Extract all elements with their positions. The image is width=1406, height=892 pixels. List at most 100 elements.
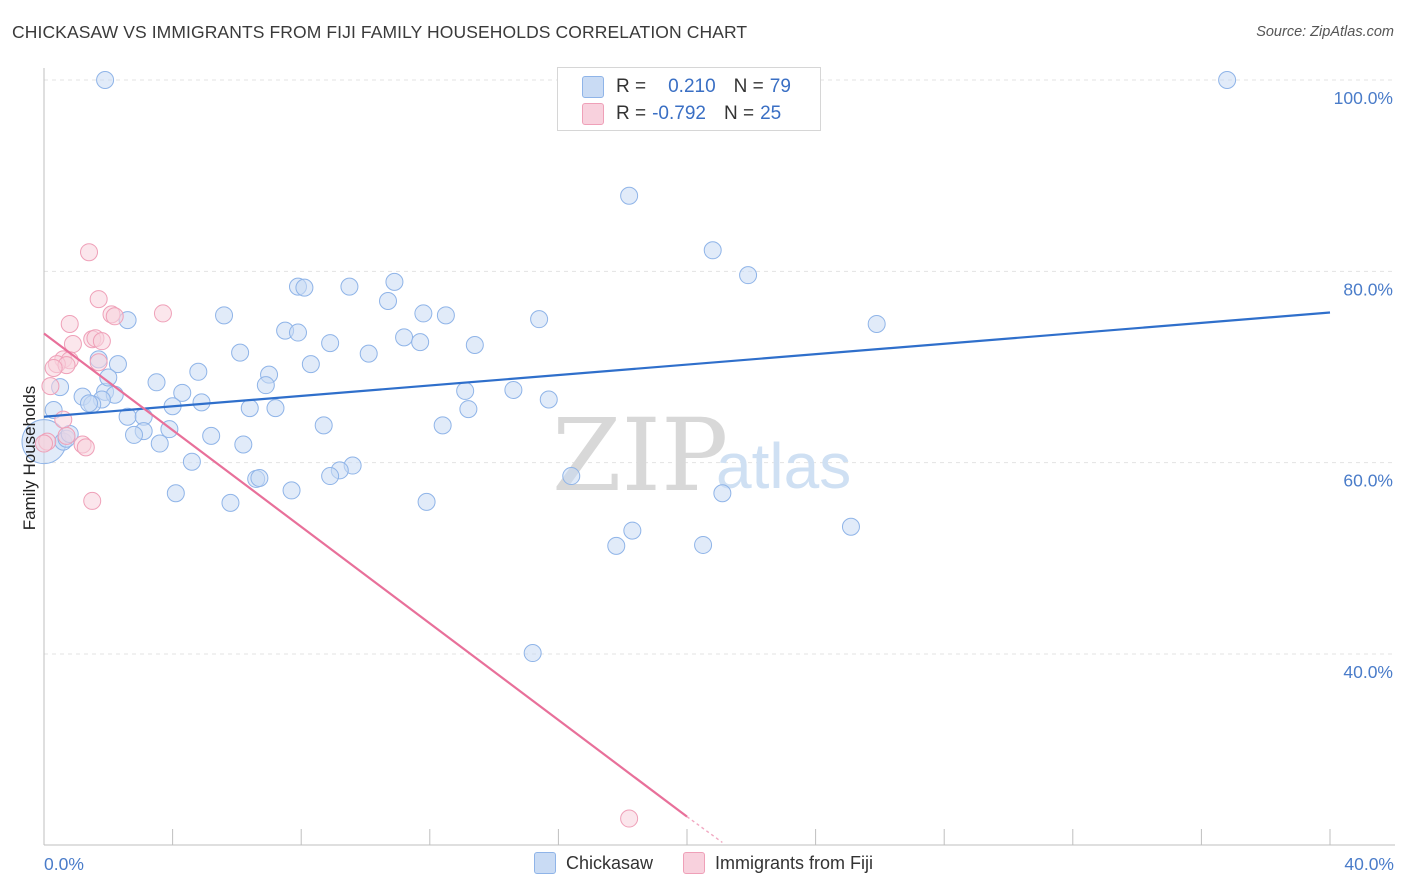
fiji-point — [620, 809, 639, 828]
fiji-point — [60, 314, 79, 333]
chickasaw-point — [703, 241, 722, 260]
series-legend: Chickasaw Immigrants from Fiji — [534, 852, 903, 874]
chickasaw-point — [321, 334, 340, 353]
series-label-fiji: Immigrants from Fiji — [715, 852, 874, 873]
chickasaw-point — [417, 492, 436, 511]
chickasaw-trend-line — [43, 311, 1331, 418]
legend-swatch-chickasaw — [582, 76, 604, 98]
legend-n-value: 79 — [769, 76, 791, 97]
chickasaw-point — [459, 400, 478, 419]
chickasaw-point — [314, 416, 333, 435]
chickasaw-point — [562, 467, 581, 486]
legend-r-label: R = — [616, 103, 647, 124]
chickasaw-point — [379, 291, 398, 310]
chickasaw-point — [256, 376, 275, 395]
y-tick-label: 80.0% — [1343, 279, 1393, 299]
chickasaw-point — [411, 333, 430, 352]
chickasaw-point — [189, 362, 208, 381]
fiji-point — [76, 438, 95, 457]
fiji-point — [92, 332, 111, 351]
chickasaw-point — [231, 343, 250, 362]
chickasaw-point — [1218, 71, 1237, 89]
chickasaw-point — [150, 434, 169, 453]
series-legend-fiji[interactable]: Immigrants from Fiji — [683, 852, 873, 874]
chickasaw-point — [240, 399, 259, 418]
chickasaw-point — [96, 71, 115, 89]
chickasaw-point — [456, 381, 475, 400]
y-tick-label: 60.0% — [1343, 471, 1393, 491]
chickasaw-point — [221, 493, 240, 512]
fiji-point — [89, 353, 108, 372]
series-label-chickasaw: Chickasaw — [566, 852, 654, 873]
chickasaw-point — [125, 425, 144, 444]
chickasaw-point — [282, 481, 301, 500]
chickasaw-point — [359, 344, 378, 363]
y-tick-labels: 100.0% 80.0% 60.0% 40.0% — [1334, 88, 1393, 682]
fiji-point — [153, 304, 172, 323]
chickasaw-point — [215, 306, 234, 325]
trend-lines — [43, 311, 1331, 844]
chickasaw-point — [266, 399, 285, 418]
fiji-trend-extension — [686, 816, 723, 844]
chickasaw-point — [620, 186, 639, 205]
chickasaw-point — [433, 416, 452, 435]
y-tick-label: 40.0% — [1343, 662, 1393, 682]
fiji-trend-line — [43, 332, 688, 818]
fiji-point — [41, 377, 60, 396]
chickasaw-point — [99, 368, 118, 387]
legend-r-label: R = — [616, 76, 647, 97]
series-swatch-chickasaw — [534, 852, 556, 874]
chickasaw-point — [340, 277, 359, 296]
fiji-point — [80, 243, 99, 262]
watermark-atlas: atlas — [716, 430, 851, 502]
legend-n-label: N = — [723, 103, 755, 124]
legend-swatch-fiji — [582, 103, 604, 125]
x-tick-label: 0.0% — [44, 854, 84, 874]
chickasaw-point — [607, 536, 626, 555]
chickasaw-point — [504, 380, 523, 399]
legend-r-value: 0.210 — [668, 76, 716, 97]
chickasaw-point — [867, 314, 886, 333]
y-tick-label: 100.0% — [1334, 88, 1393, 108]
chickasaw-point — [321, 467, 340, 486]
series-swatch-fiji — [683, 852, 706, 874]
chickasaw-point — [147, 373, 166, 392]
chickasaw-point — [182, 452, 201, 471]
chickasaw-point — [173, 383, 192, 402]
fiji-point — [105, 307, 124, 326]
chickasaw-point — [301, 355, 320, 374]
legend-n-label: N = — [733, 76, 764, 97]
fiji-point — [44, 358, 63, 377]
y-axis-label: Family Households — [20, 386, 39, 531]
legend-n-value: 25 — [760, 103, 782, 124]
series-legend-chickasaw[interactable]: Chickasaw — [534, 852, 653, 874]
chickasaw-point — [539, 390, 558, 409]
source-label: Source: ZipAtlas.com — [1256, 24, 1394, 40]
chickasaw-point — [523, 644, 542, 663]
chickasaw-point — [295, 278, 314, 297]
chart-title: CHICKASAW VS IMMIGRANTS FROM FIJI FAMILY… — [12, 22, 748, 42]
legend-r-value: -0.792 — [652, 103, 706, 124]
chickasaw-point — [234, 435, 253, 454]
fiji-point — [83, 491, 102, 510]
chickasaw-point — [694, 535, 713, 554]
chickasaw-point — [385, 272, 404, 291]
chickasaw-point — [623, 521, 642, 540]
watermark-zip: ZIP — [552, 397, 728, 514]
chickasaw-point — [465, 335, 484, 354]
chickasaw-point — [80, 394, 99, 413]
chickasaw-point — [288, 323, 307, 342]
correlation-legend: R = 0.210 N = 79 R = -0.792 N = 25 — [557, 67, 821, 131]
chickasaw-point — [166, 484, 185, 503]
watermark: ZIP atlas — [552, 397, 851, 514]
fiji-point — [35, 434, 53, 453]
chickasaw-point — [713, 484, 732, 503]
chickasaw-point — [436, 306, 455, 325]
x-tick-labels: 0.0% 40.0% — [44, 854, 1394, 874]
fiji-point — [89, 290, 108, 309]
chickasaw-point — [530, 310, 549, 329]
chickasaw-point — [108, 355, 127, 374]
chickasaw-point — [841, 517, 860, 536]
legend-row-fiji: R = -0.792 N = 25 — [582, 102, 781, 126]
